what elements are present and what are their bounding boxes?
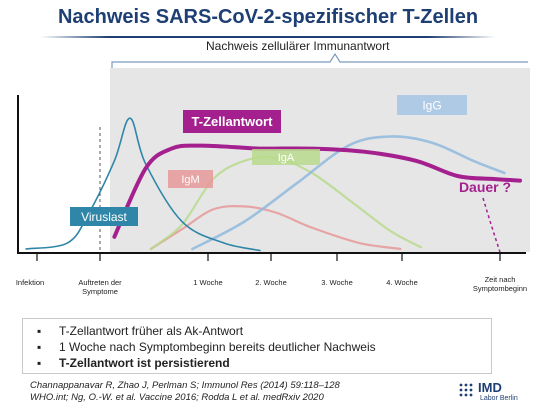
series-label-t-zellantwort: T-Zellantwort	[183, 110, 281, 133]
series-label-igg: IgG	[397, 95, 467, 115]
x-tick-label: Infektion	[16, 278, 44, 287]
reference-line: WHO.int; Ng, O.-W. et al. Vaccine 2016; …	[30, 392, 324, 403]
series-line-t-zellantwort	[112, 143, 522, 239]
series-label-viruslast: Viruslast	[70, 207, 138, 226]
title-underline	[40, 36, 496, 38]
x-tick-labels: Infektion Auftreten der Symptome 1 Woche 2. …	[16, 275, 527, 296]
x-tick-label: Auftreten der Symptome	[78, 278, 122, 296]
x-tick-label: 1 Woche	[193, 278, 222, 287]
series-labels: Viruslast T-Zellantwort IgM IgA IgG	[70, 95, 467, 226]
bullet-item: T-Zellantwort früher als Ak-Antwort	[31, 323, 483, 339]
bullet-item: 1 Woche nach Symptombeginn bereits deutl…	[31, 339, 483, 355]
x-tick-label: 4. Woche	[386, 278, 418, 287]
bullet-item: T-Zellantwort ist persistierend	[31, 355, 483, 371]
duration-annotation: Dauer ?	[459, 179, 511, 195]
x-ticks	[36, 253, 501, 261]
x-tick-label: 3. Woche	[321, 278, 353, 287]
series-curves	[25, 117, 522, 253]
series-line-igm	[149, 205, 402, 251]
svg-text:IgG: IgG	[422, 98, 441, 112]
x-tick-label: Zeit nach Symptombeginn	[473, 275, 527, 293]
reference-line: Channappanavar R, Zhao J, Perlman S; Imm…	[30, 380, 340, 391]
svg-text:Viruslast: Viruslast	[81, 210, 127, 224]
series-label-igm: IgM	[168, 170, 213, 188]
imd-logo: IMD Labor Berlin	[458, 380, 522, 408]
immune-response-brace	[111, 52, 528, 72]
references: Channappanavar R, Zhao J, Perlman S; Imm…	[30, 380, 340, 404]
x-tick-label: 2. Woche	[255, 278, 287, 287]
logo-name: IMD	[478, 380, 502, 395]
logo-dots-icon	[459, 383, 473, 397]
immune-response-chart: Infektion Auftreten der Symptome 1 Woche 2. …	[16, 52, 530, 296]
svg-text:T-Zellantwort: T-Zellantwort	[192, 114, 274, 129]
logo-subtitle: Labor Berlin	[480, 395, 518, 402]
key-findings-box: T-Zellantwort früher als Ak-Antwort 1 Wo…	[22, 318, 492, 374]
series-line-igg	[191, 135, 506, 251]
chart-subtitle: Nachweis zellulärer Immunantwort	[206, 39, 390, 53]
svg-text:IgA: IgA	[278, 152, 295, 164]
svg-text:IgM: IgM	[181, 174, 199, 186]
series-label-iga: IgA	[252, 149, 320, 165]
page-title: Nachweis SARS-CoV-2-spezifischer T-Zelle…	[57, 6, 479, 28]
series-line-viruslast	[25, 117, 261, 252]
